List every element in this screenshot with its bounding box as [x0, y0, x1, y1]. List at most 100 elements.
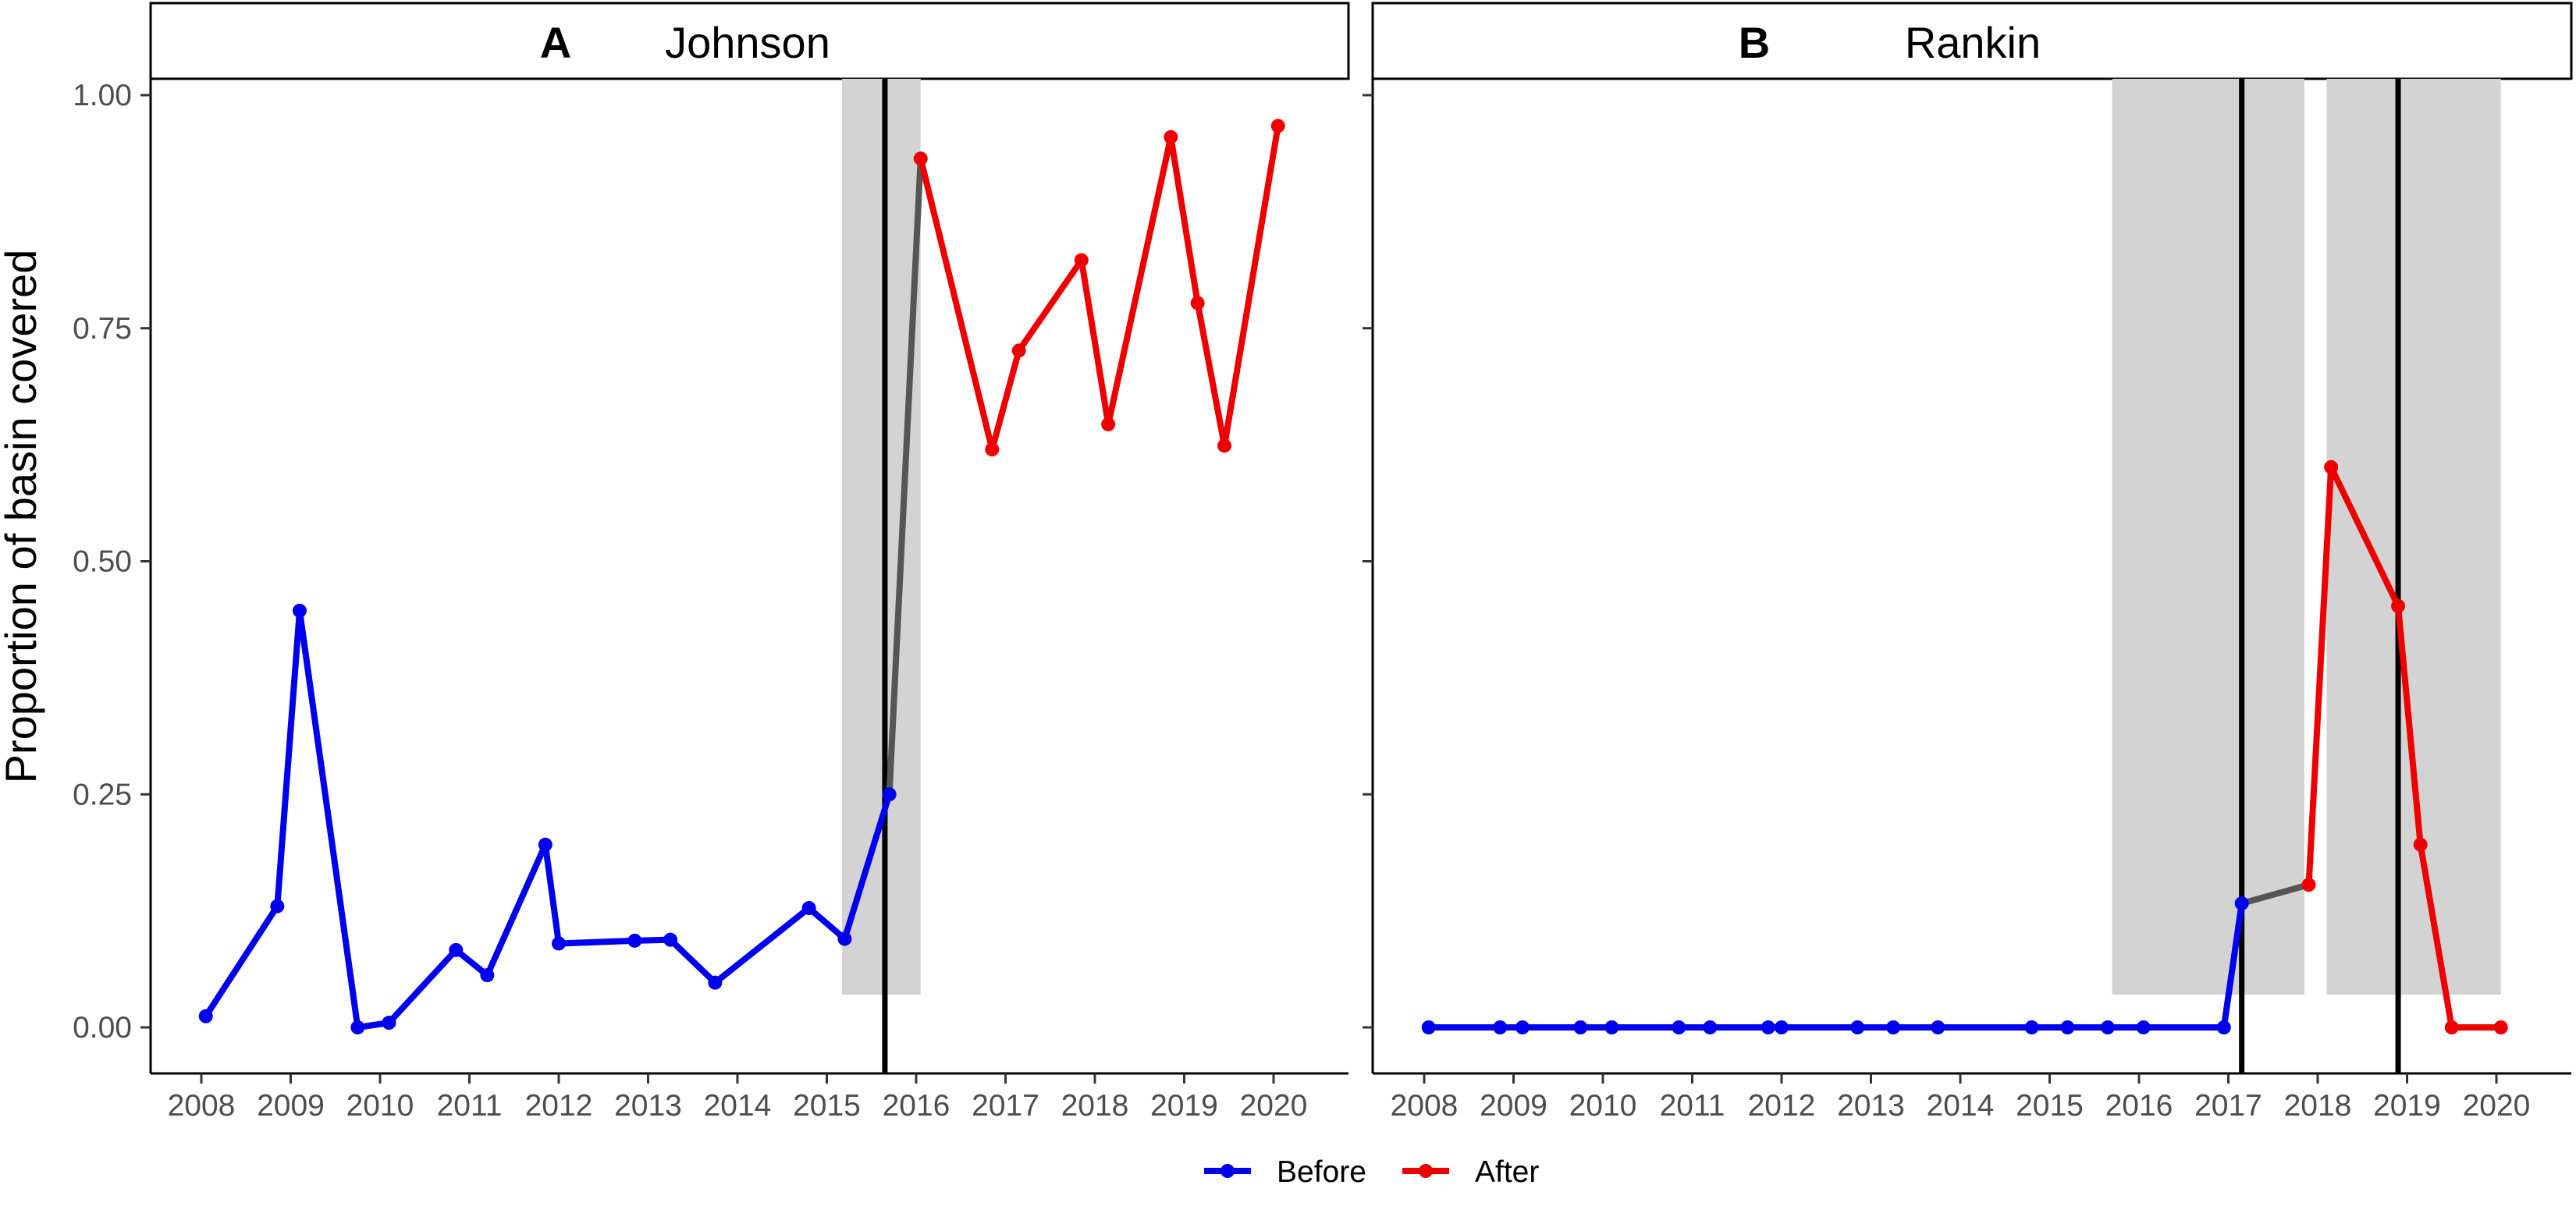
panel-a-before-point — [449, 942, 464, 957]
legend-after-label: After — [1475, 1155, 1539, 1189]
panel-a-before-point — [382, 1016, 396, 1031]
panel-b-after-point — [2301, 878, 2316, 892]
panel-b-x-tick-label: 2014 — [1927, 1089, 1995, 1123]
panel-b-before-point — [2024, 1020, 2039, 1034]
panel-b-after-point — [2391, 598, 2406, 613]
y-tick-label: 0.25 — [73, 778, 132, 811]
panel-b-before-point — [1493, 1020, 1508, 1034]
panel-a-after-point — [1164, 129, 1178, 144]
panel-b-x-tick-label: 2019 — [2373, 1089, 2441, 1123]
panel-a-before-point — [882, 787, 897, 802]
panel-a-before-point — [837, 931, 852, 946]
panel-a-after-point — [985, 442, 1000, 457]
panel-b-title: Rankin — [1905, 18, 2041, 67]
y-tick-label: 0.75 — [73, 312, 132, 346]
y-tick-label: 0.00 — [73, 1011, 132, 1045]
panel-b-before-point — [1775, 1020, 1789, 1034]
panel-b-letter: B — [1739, 18, 1770, 67]
panel-b-after-point — [2413, 837, 2428, 852]
panel-b-shaded-period — [2112, 79, 2304, 995]
panel-b-before-point — [2100, 1020, 2115, 1034]
panel-a-after-point — [1074, 253, 1089, 268]
panel-a-x-tick-label: 2011 — [437, 1089, 503, 1123]
panel-b-before-point — [1672, 1020, 1686, 1034]
panel-a-after-point — [1011, 343, 1026, 358]
panel-a-x-tick-label: 2010 — [346, 1089, 414, 1123]
panel-a-x-tick-label: 2020 — [1240, 1089, 1308, 1123]
panel-a-x-tick-label: 2008 — [168, 1089, 236, 1123]
panel-a-after-point — [1101, 417, 1116, 431]
panel-b-x-tick-label: 2018 — [2284, 1089, 2352, 1123]
y-tick-label: 1.00 — [73, 79, 132, 112]
panel-b-before-point — [1886, 1020, 1901, 1034]
panel-b-connector-line — [2238, 882, 2312, 907]
legend-before-marker — [1220, 1164, 1235, 1178]
panel-b-x-tick-label: 2009 — [1480, 1089, 1547, 1123]
panel-b-x-tick-label: 2020 — [2463, 1089, 2531, 1123]
panel-b-before-point — [1850, 1020, 1865, 1034]
panel-b-x-tick-label: 2013 — [1837, 1089, 1905, 1123]
panel-a-before-point — [480, 968, 495, 983]
legend: Before After — [1204, 1155, 1539, 1189]
panel-a-before-point — [627, 933, 642, 948]
panel-a-before-point — [350, 1020, 365, 1034]
panel-a-after-series-line — [917, 122, 1281, 453]
panel-a-before-point — [663, 932, 678, 947]
y-axis-title: Proportion of basin covered — [0, 250, 45, 784]
panel-a-before-point — [552, 936, 566, 951]
panel-a-title: Johnson — [665, 18, 830, 67]
panel-b: B Rankin 2008 2009 2010 2011 2012 2013 2014 201… — [1363, 2, 2573, 1123]
panel-b-after-point — [2324, 459, 2339, 474]
panel-a-x-tick-label: 2014 — [704, 1089, 772, 1123]
panel-a-before-point — [198, 1009, 213, 1023]
panel-b-before-point — [2060, 1020, 2075, 1034]
panel-b-shaded-period — [2326, 79, 2501, 995]
panel-a-after-point — [913, 151, 928, 166]
panel-a-after-point — [1190, 296, 1205, 310]
panel-a-connector-line — [886, 155, 924, 798]
panel-a-x-tick-label: 2009 — [257, 1089, 325, 1123]
panel-a-x-tick-label: 2017 — [972, 1089, 1039, 1123]
panel-b-after-point — [2493, 1020, 2508, 1034]
panel-a-before-point — [708, 975, 723, 990]
panel-a-letter: A — [540, 18, 571, 67]
panel-a-x-tick-label: 2018 — [1061, 1089, 1129, 1123]
panel-a-after-point — [1270, 119, 1285, 133]
legend-after-marker — [1419, 1164, 1433, 1178]
panel-a-x-tick-label: 2013 — [614, 1089, 682, 1123]
panel-b-x-tick-label: 2012 — [1748, 1089, 1816, 1123]
panel-b-x-tick-label: 2017 — [2194, 1089, 2262, 1123]
panel-a-x-tick-label: 2012 — [525, 1089, 593, 1123]
panel-b-before-point — [1573, 1020, 1588, 1034]
panel-a-before-point — [801, 901, 816, 916]
panel-a-before-point — [292, 603, 307, 618]
y-tick-label: 0.50 — [73, 545, 132, 579]
panel-a-shaded-period — [841, 79, 921, 995]
panel-b-before-point — [2234, 896, 2249, 911]
panel-b-after-series-line — [2305, 463, 2504, 1031]
panel-b-x-tick-label: 2008 — [1391, 1089, 1459, 1123]
panel-b-after-point — [2444, 1020, 2459, 1034]
panel-b-x-tick-label: 2010 — [1569, 1089, 1637, 1123]
panel-b-before-point — [1703, 1020, 1718, 1034]
panel-b-x-tick-label: 2016 — [2105, 1089, 2173, 1123]
panel-a-before-point — [270, 899, 285, 913]
panel-a-before-point — [538, 837, 553, 852]
panel-b-x-tick-label: 2011 — [1660, 1089, 1725, 1123]
panel-b-strip — [1371, 2, 2573, 80]
panel-a-strip — [149, 2, 1350, 80]
panel-a: A Johnson 2008 2009 2010 2011 2012 2013 2014 20… — [73, 2, 1350, 1123]
panel-b-before-point — [1515, 1020, 1530, 1034]
panel-b-before-point — [1931, 1020, 1945, 1034]
panel-b-before-point — [1421, 1020, 1436, 1034]
panel-a-x-tick-label: 2015 — [793, 1089, 861, 1123]
legend-before-label: Before — [1277, 1155, 1366, 1189]
panel-b-plot-area: 2008 2009 2010 2011 2012 2013 2014 2015 2016 2017… — [1363, 79, 2571, 1123]
panel-a-plot-area: 2008 2009 2010 2011 2012 2013 2014 2015 2016 2017… — [73, 79, 1348, 1123]
panel-a-before-series-line — [202, 607, 893, 1031]
panel-b-before-point — [2216, 1020, 2231, 1034]
panel-b-before-point — [1761, 1020, 1775, 1034]
panel-a-x-tick-label: 2016 — [883, 1089, 950, 1123]
panel-b-x-tick-label: 2015 — [2016, 1089, 2084, 1123]
